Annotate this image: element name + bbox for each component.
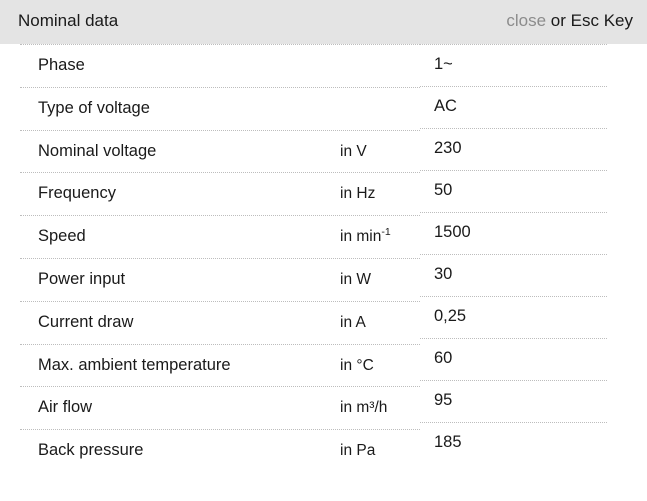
- row-unit: in V: [340, 142, 367, 160]
- row-label: Air flow: [38, 398, 93, 417]
- table-row: Type of voltage: [20, 86, 420, 130]
- table-row-value: AC: [420, 86, 607, 128]
- row-value: AC: [434, 97, 457, 115]
- row-label: Nominal voltage: [38, 141, 157, 160]
- row-label: Type of voltage: [38, 98, 150, 117]
- row-label: Power input: [38, 269, 126, 288]
- table-row-value: 1500: [420, 212, 607, 254]
- row-value: 50: [434, 181, 453, 199]
- row-value: 60: [434, 349, 453, 367]
- row-value: 1500: [434, 223, 471, 241]
- row-value: 95: [434, 391, 453, 409]
- label-column-track: Phase Type of voltage Nominal voltage in…: [20, 44, 420, 472]
- row-unit: in °C: [340, 356, 374, 374]
- table-row: Air flow in m³/h: [20, 386, 420, 429]
- table-row-value: 50: [420, 170, 607, 212]
- table-row-value: 230: [420, 128, 607, 170]
- esc-key-hint: or Esc Key: [546, 11, 633, 30]
- row-unit: in Hz: [340, 185, 376, 203]
- table-row-value: 60: [420, 338, 607, 380]
- table-row-value: 0,25: [420, 296, 607, 338]
- header-actions: close or Esc Key: [506, 11, 633, 31]
- table-row-value: 185: [420, 422, 607, 464]
- table-row-value: 95: [420, 380, 607, 422]
- row-unit: in W: [340, 270, 371, 288]
- row-label: Frequency: [38, 184, 116, 203]
- row-value: 30: [434, 265, 453, 283]
- row-label: Current draw: [38, 312, 134, 331]
- table-row: Power input in W: [20, 257, 420, 301]
- row-unit: in Pa: [340, 442, 376, 460]
- table-row: Nominal voltage in V: [20, 129, 420, 173]
- row-label: Speed: [38, 227, 86, 246]
- page-title: Nominal data: [18, 11, 119, 30]
- close-link[interactable]: close: [506, 11, 547, 30]
- row-unit: in A: [340, 313, 366, 331]
- table-row-value: 1~: [420, 44, 607, 86]
- row-label: Back pressure: [38, 441, 144, 460]
- row-value: 1~: [434, 55, 453, 73]
- row-value: 185: [434, 433, 462, 451]
- table-row: Phase: [20, 44, 420, 87]
- table-row: Max. ambient temperature in °C: [20, 343, 420, 387]
- dialog-header: Nominal data close or Esc Key: [0, 0, 647, 44]
- table-row: Current draw in A: [20, 300, 420, 344]
- row-value: 0,25: [434, 307, 467, 325]
- table-row: Back pressure in Pa: [20, 429, 420, 472]
- table-row: Frequency in Hz: [20, 172, 420, 215]
- table-row-value: 30: [420, 254, 607, 296]
- row-unit: in min-1: [340, 226, 391, 246]
- table-row: Speed in min-1: [20, 215, 420, 258]
- nominal-data-table: Phase Type of voltage Nominal voltage in…: [0, 44, 647, 501]
- value-column-track: 1~ AC 230 50 1500 30 0,25 60 95 185: [420, 44, 607, 464]
- row-value: 230: [434, 139, 462, 157]
- row-label: Phase: [38, 56, 85, 74]
- row-unit: in m³/h: [340, 399, 388, 417]
- row-label: Max. ambient temperature: [38, 355, 231, 374]
